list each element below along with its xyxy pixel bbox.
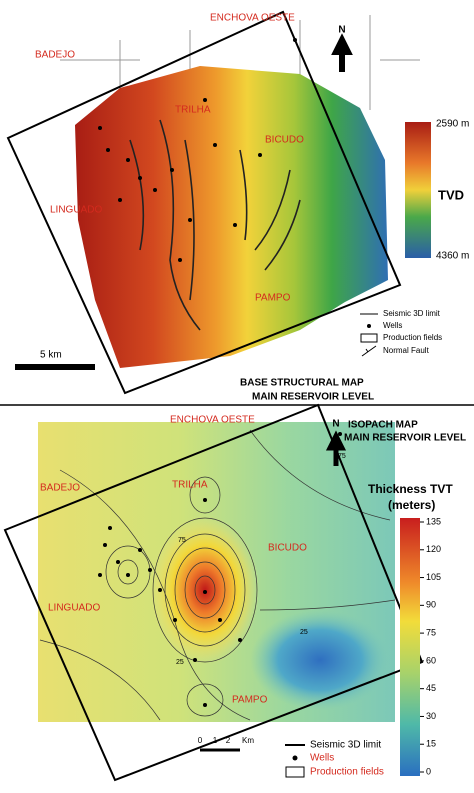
- field-label: BADEJO: [35, 50, 75, 61]
- legend-well: [367, 324, 371, 328]
- field-label: LINGUADO: [50, 205, 102, 216]
- field-label: BICUDO: [268, 543, 307, 554]
- north-label: N: [338, 25, 345, 36]
- scale-label: 0: [198, 736, 203, 745]
- scale-bar: [15, 364, 95, 370]
- scale-label: 1: [213, 736, 218, 745]
- colorbar-title: Thickness TVT: [368, 482, 453, 496]
- legend-label: Seismic 3D limit: [383, 309, 441, 318]
- contour-label: 25: [176, 659, 184, 666]
- contour-label: 25: [300, 629, 308, 636]
- colorbar-tick-label: 30: [426, 711, 436, 721]
- colorbar-tick-label: 75: [426, 627, 436, 637]
- legend-box: [360, 333, 378, 343]
- thin-zone: [250, 610, 390, 710]
- map-title: ISOPACH MAP: [348, 420, 418, 431]
- legend-label: Production fields: [310, 767, 384, 778]
- field-label: TRILHA: [175, 105, 211, 116]
- legend-fault: [361, 345, 377, 357]
- colorbar-tick-label: 135: [426, 516, 441, 526]
- colorbar-label: 2590 m: [436, 119, 469, 130]
- colorbar-label: 4360 m: [436, 251, 469, 262]
- map-subtitle: MAIN RESERVOIR LEVEL: [252, 392, 374, 403]
- field-label: BICUDO: [265, 135, 304, 146]
- contour-label: 75: [338, 453, 346, 460]
- legend-well: [292, 755, 298, 761]
- north-arrow: [325, 430, 347, 466]
- map-subtitle: MAIN RESERVOIR LEVEL: [344, 433, 466, 444]
- colorbar-tick-label: 105: [426, 572, 441, 582]
- colorbar-tick-label: 60: [426, 655, 436, 665]
- faults: [129, 119, 301, 331]
- colorbar-title: TVD: [438, 187, 464, 202]
- colorbar-tick-label: 120: [426, 544, 441, 554]
- scale-label: 2: [226, 736, 231, 745]
- colorbar-unit: (meters): [388, 498, 435, 512]
- north-arrow: [331, 33, 353, 72]
- colorbar: [405, 122, 431, 258]
- map-title: BASE STRUCTURAL MAP: [240, 378, 364, 389]
- wells: [98, 432, 342, 707]
- colorbar-tick-label: 0: [426, 766, 431, 776]
- colorbar: [400, 518, 420, 776]
- field-label: ENCHOVA OESTE: [210, 13, 295, 24]
- seismic-limit: [6, 10, 402, 395]
- legend-label: Wells: [383, 321, 402, 330]
- top-panel: ENCHOVA OESTE BADEJO TRILHA BICUDO LINGU…: [6, 10, 469, 403]
- structural-surface: [75, 66, 388, 368]
- legend-label: Seismic 3D limit: [310, 740, 381, 751]
- field-label: TRILHA: [172, 480, 208, 491]
- legend-label: Wells: [310, 753, 334, 764]
- north-label: N: [332, 419, 339, 430]
- bottom-panel: ENCHOVA OESTE BADEJO TRILHA BICUDO LINGU…: [3, 403, 466, 782]
- colorbar-tick-label: 45: [426, 683, 436, 693]
- field-label: PAMPO: [255, 293, 291, 304]
- field-label: LINGUADO: [48, 603, 100, 614]
- contours: [39, 429, 396, 721]
- field-label: ENCHOVA OESTE: [170, 415, 255, 426]
- legend-label: Production fields: [383, 333, 442, 342]
- scale-label: Km: [242, 736, 254, 745]
- field-label: PAMPO: [232, 695, 268, 706]
- legend-label: Normal Fault: [383, 346, 430, 355]
- scale-label: 5 km: [40, 350, 62, 361]
- seismic-limit: [3, 403, 424, 782]
- colorbar-tick-label: 15: [426, 739, 436, 749]
- field-label: BADEJO: [40, 483, 80, 494]
- legend-box: [285, 766, 305, 778]
- colorbar-tick-label: 90: [426, 600, 436, 610]
- contour-label: 75: [178, 537, 186, 544]
